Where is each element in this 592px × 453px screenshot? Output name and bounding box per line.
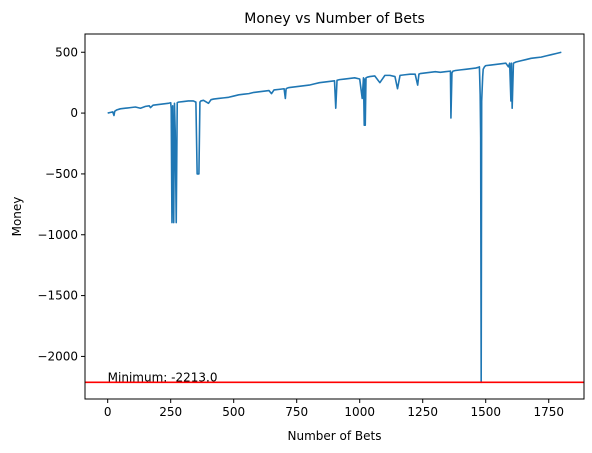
chart-title: Money vs Number of Bets	[244, 11, 425, 27]
plot-frame	[84, 33, 585, 400]
x-tick-label: 1750	[533, 405, 564, 419]
x-axis: 0 250 500 750 1000 1250 1500 1750	[104, 399, 564, 419]
x-tick-label: 250	[159, 405, 182, 419]
x-tick-label: 500	[222, 405, 245, 419]
x-tick-label: 750	[285, 405, 308, 419]
x-tick-label: 1500	[470, 405, 501, 419]
y-axis-label: Money	[10, 197, 24, 237]
y-tick-label: 0	[70, 106, 78, 120]
data-layer	[85, 51, 584, 384]
x-tick-label: 0	[104, 405, 112, 419]
minimum-annotation: Minimum: -2213.0	[108, 370, 218, 384]
x-tick-label: 1000	[344, 405, 375, 419]
y-tick-label: −500	[45, 167, 78, 181]
y-axis: 500 0 −500 −1000 −1500 −2000	[37, 45, 85, 363]
y-tick-label: 500	[55, 45, 78, 59]
series-line-1	[107, 51, 562, 384]
y-tick-label: −1000	[37, 228, 78, 242]
y-tick-label: −2000	[37, 349, 78, 363]
y-tick-label: −1500	[37, 289, 78, 303]
x-axis-label: Number of Bets	[288, 429, 382, 443]
x-tick-label: 1250	[407, 405, 438, 419]
